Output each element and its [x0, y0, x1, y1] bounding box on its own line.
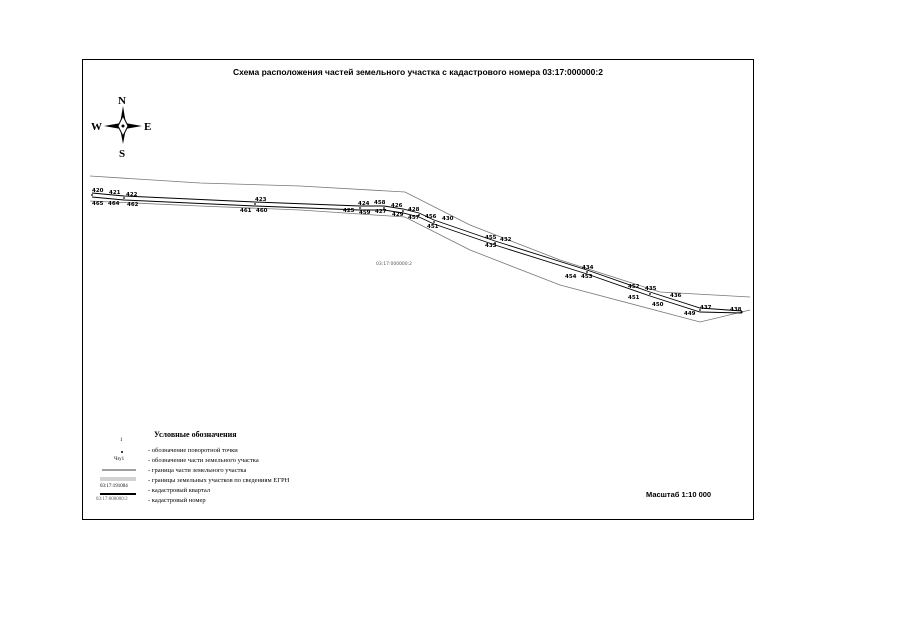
point-label: 422	[126, 192, 138, 198]
point-label: 461	[240, 208, 252, 214]
point-label: 420	[92, 188, 104, 194]
turning-points-upper: 420 421 422 423 424 458 426 428 430 432 …	[92, 188, 742, 313]
point-label: 433	[485, 243, 497, 249]
point-label: 425	[343, 208, 355, 214]
point-label: 465	[92, 201, 104, 207]
point-label: 427	[375, 209, 387, 215]
point-label: 423	[255, 197, 267, 203]
point-label: 438	[730, 307, 742, 313]
compass-east: E	[144, 121, 151, 133]
legend-title: Условные обозначения	[154, 430, 237, 439]
point-label: 452	[628, 284, 640, 290]
point-label: 437	[700, 305, 712, 311]
part-boundary-line-b	[91, 196, 743, 314]
point-label: 436	[670, 293, 682, 299]
turning-point-markers	[91, 194, 743, 313]
point-label: 434	[582, 265, 594, 271]
point-label: 450	[652, 302, 664, 308]
legend-item: - обозначение поворотной точки	[148, 447, 238, 454]
point-label: 459	[359, 210, 371, 216]
point-label: 456	[425, 214, 437, 220]
part-boundary-line-a	[91, 192, 743, 312]
legend-symbols	[100, 451, 136, 495]
legend-quarter-label: 03:17:191004	[100, 484, 128, 489]
legend-item: - обозначение части земельного участка	[148, 457, 259, 464]
point-label: 453	[581, 274, 593, 280]
cadastral-block-label: 03:17:000000:2	[376, 261, 412, 267]
point-label: 421	[109, 190, 121, 196]
legend-item: - границы земельных участков по сведения…	[148, 477, 290, 484]
compass-west: W	[91, 121, 102, 133]
egrn-boundary-lower	[89, 200, 751, 323]
legend-point-number: 1	[120, 438, 123, 443]
point-label: 458	[374, 200, 386, 206]
legend-point-symbol	[121, 451, 123, 453]
point-label: 449	[684, 311, 696, 317]
point-label: 455	[485, 235, 497, 241]
legend-cad-label: 03:17:000000:2	[96, 497, 128, 502]
point-label: 429	[392, 212, 404, 218]
point-label: 426	[391, 203, 403, 209]
legend-item: - кадастровый номер	[148, 497, 206, 504]
point-label: 451	[628, 295, 640, 301]
point-label: 435	[645, 286, 657, 292]
compass-rose-icon	[104, 106, 142, 144]
legend-item: - кадастровый квартал	[148, 487, 211, 494]
point-label: 462	[127, 202, 139, 208]
point-label: 432	[500, 237, 512, 243]
map-title: Схема расположения частей земельного уча…	[233, 67, 603, 77]
compass-south: S	[119, 148, 125, 160]
compass-north: N	[118, 95, 126, 107]
point-label: 464	[108, 201, 120, 207]
point-label: 451	[427, 224, 439, 230]
map-sheet: Схема расположения частей земельного уча…	[82, 59, 754, 520]
point-label: 424	[358, 201, 370, 207]
legend-part-label: Чзу1	[114, 457, 125, 462]
turning-points-lower: 465 464 462 461 460 425 459 427 429 457 …	[92, 201, 696, 317]
legend-item: - граница части земельного участка	[148, 467, 247, 474]
point-label: 457	[408, 215, 420, 221]
point-label: 428	[408, 207, 420, 213]
map-scale: Масштаб 1:10 000	[646, 490, 712, 499]
egrn-boundary-upper	[89, 175, 751, 298]
point-label: 430	[442, 216, 454, 222]
point-label: 460	[256, 208, 268, 214]
point-label: 454	[565, 274, 577, 280]
